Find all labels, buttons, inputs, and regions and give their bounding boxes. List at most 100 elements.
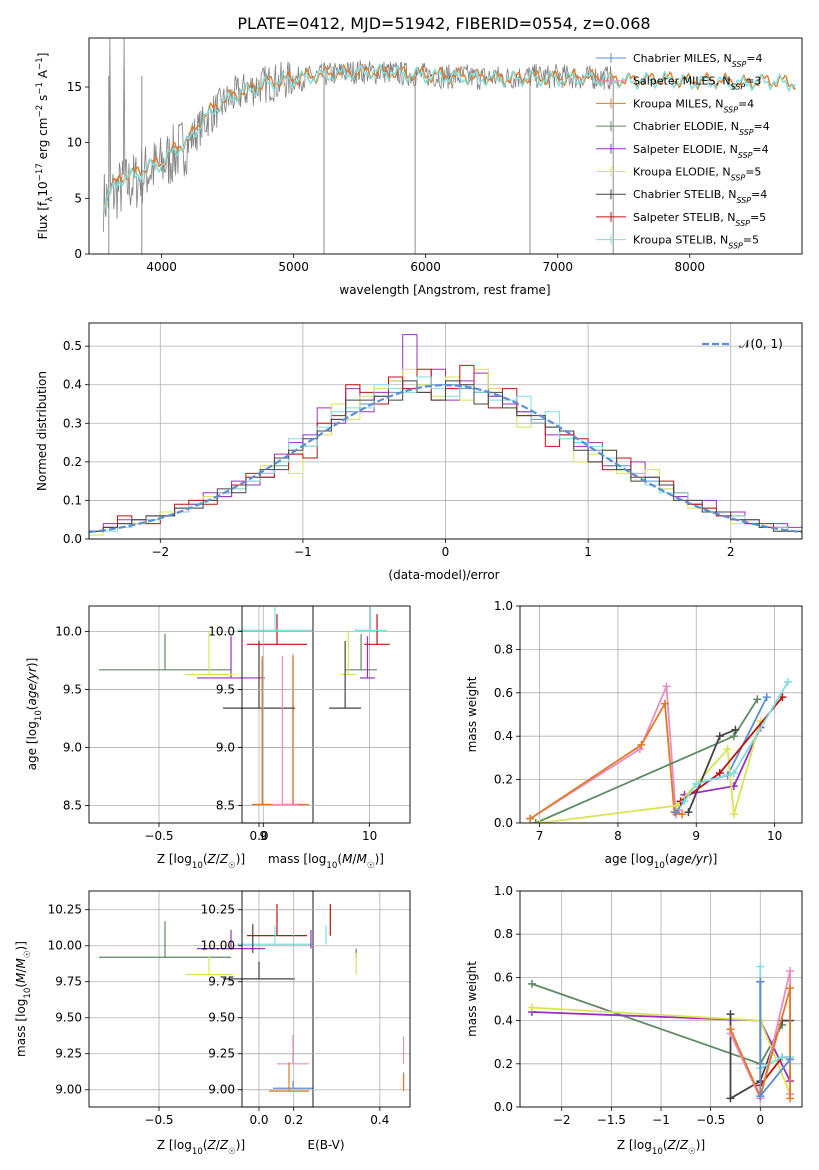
label-part: Kroupa STELIB, N xyxy=(633,234,728,247)
y-axis-label: Normed distribution xyxy=(35,371,49,491)
x-tick-label: 0 xyxy=(442,545,450,559)
y-tick-label: 15 xyxy=(67,80,82,94)
label-part: Z [log xyxy=(157,852,192,866)
y-tick-label: 0.5 xyxy=(63,339,82,353)
legend-entry: Salpeter MILES, NSSP=3 xyxy=(633,75,761,92)
x-tick-label: 5000 xyxy=(278,260,309,274)
x-axis-label: E(B-V) xyxy=(307,1138,344,1152)
label-part: SSP xyxy=(731,173,746,182)
x-axis-label: (data-model)/error xyxy=(388,568,499,582)
y-tick-label: 10 xyxy=(67,136,82,150)
x-tick-label: 8000 xyxy=(674,260,705,274)
y-axis-label: mass [log10(M/M☉)] xyxy=(14,941,33,1057)
legend-entry: Kroupa STELIB, NSSP=5 xyxy=(633,234,759,251)
label-part: / xyxy=(352,852,357,866)
y-axis-label: age [log10(age/yr)] xyxy=(25,658,44,771)
y-tick-label: 0.4 xyxy=(63,378,82,392)
label-part: 10 xyxy=(652,1147,663,1157)
y-tick-label: 10.0 xyxy=(55,625,82,639)
x-tick-label: −1 xyxy=(652,1113,670,1127)
x-axis-label: Z [log10(Z/Z☉)] xyxy=(617,1138,705,1157)
y-axis-label: Flux [fλ10−17 erg cm−2 s−1 A−1] xyxy=(35,53,55,240)
axes-age_vs_Z: −0.5 0.08.59.09.510.0Z [log10(Z/Z☉)]age [… xyxy=(25,605,314,871)
label-part: ☉ xyxy=(367,861,375,871)
plot-area xyxy=(102,38,796,254)
label-part: SSP xyxy=(739,128,754,137)
axes-frame xyxy=(241,605,411,824)
label-part: λ xyxy=(45,197,55,202)
y-tick-label: 10.00 xyxy=(201,939,235,953)
x-tick-label: −0.5 xyxy=(144,1113,173,1127)
x-tick-label: 0 xyxy=(756,1113,764,1127)
weight-line xyxy=(531,983,783,1065)
label-part: =5 xyxy=(743,234,759,247)
label-part: / xyxy=(216,852,221,866)
y-tick-label: 0.0 xyxy=(63,532,82,546)
label-part: 10 xyxy=(192,861,203,871)
y-tick-label: 0.0 xyxy=(494,1100,513,1114)
axes-histogram: −2 −1 0 1 2 0.0 0.1 0.2 0.3 0.4 0.5 (data-model)/er… xyxy=(35,322,803,582)
x-tick-label: 0.0 xyxy=(249,829,268,843)
legend-entry: Salpeter STELIB, NSSP=5 xyxy=(633,211,766,228)
y-tick-label: 0.2 xyxy=(494,773,513,787)
weight-line xyxy=(683,681,789,802)
axes-frame xyxy=(241,890,411,1108)
weight-line xyxy=(729,987,791,1099)
y-tick-label: 0.6 xyxy=(494,970,513,984)
axes-weight_vs_Z: −2 −1.5 −1 −0.5 0 0.0 0.2 0.4 0.6 0.8 1.0 mass weig… xyxy=(465,884,803,1157)
y-tick-label: 0.4 xyxy=(494,729,513,743)
y-tick-label: 9.75 xyxy=(55,975,82,989)
y-axis-label: mass weight xyxy=(465,961,479,1037)
label-part: A xyxy=(36,69,50,82)
axes-spectrum: 4000 5000 6000 7000 8000 0 5 10 15 wavelength [An… xyxy=(35,37,803,297)
label-part: Chabrier ELODIE, N xyxy=(633,120,739,133)
label-part: Z xyxy=(679,1138,689,1152)
label-part: 10 xyxy=(34,710,44,721)
label-part: 10 xyxy=(654,861,665,871)
label-part: =4 xyxy=(751,188,767,201)
y-tick-label: 0.3 xyxy=(63,416,82,430)
label-part: −2 xyxy=(35,105,45,118)
label-part: ☉ xyxy=(228,1147,236,1157)
y-tick-label: 0.8 xyxy=(494,927,513,941)
label-part: ( xyxy=(25,705,39,710)
label-part: 10 xyxy=(192,1147,203,1157)
plot-area xyxy=(252,903,405,1092)
label-part: )] xyxy=(375,852,384,866)
label-part: 10 xyxy=(326,861,337,871)
x-tick-label: 1 xyxy=(584,545,592,559)
y-tick-label: 9.5 xyxy=(216,683,235,697)
label-part: =5 xyxy=(745,166,761,179)
label-part: ( xyxy=(203,1138,208,1152)
label-part: erg cm xyxy=(36,118,50,164)
x-tick-label: 2 xyxy=(727,545,735,559)
label-part: Salpeter ELODIE, N xyxy=(633,143,738,156)
plot-area xyxy=(99,607,313,806)
y-tick-label: 8.5 xyxy=(63,799,82,813)
legend-entry: Kroupa ELODIE, NSSP=5 xyxy=(633,166,761,183)
x-axis-label: wavelength [Angstrom, rest frame] xyxy=(339,283,550,297)
y-tick-label: 9.25 xyxy=(55,1047,82,1061)
figure-title: PLATE=0412, MJD=51942, FIBERID=0554, z=0… xyxy=(237,14,650,33)
label-part: SSP xyxy=(737,196,752,205)
label-part: )] xyxy=(696,1138,705,1152)
label-part: SSP xyxy=(735,218,750,227)
y-tick-label: 10.0 xyxy=(208,625,235,639)
label-part: Z [log xyxy=(617,1138,652,1152)
label-part: Kroupa ELODIE, N xyxy=(633,166,731,179)
plot-area xyxy=(89,334,802,539)
plot-area xyxy=(527,962,795,1103)
label-part: mass [log xyxy=(14,999,28,1057)
label-part: ☉ xyxy=(228,861,236,871)
weight-line xyxy=(687,728,736,813)
label-part: M xyxy=(14,972,28,983)
axes-frame xyxy=(88,890,314,1108)
label-part: / xyxy=(14,968,28,973)
model-spectrum-line xyxy=(103,63,796,205)
label-part: )] xyxy=(236,852,245,866)
label-part: age [log xyxy=(25,721,39,770)
y-tick-label: 0.4 xyxy=(494,1014,513,1028)
label-part: SSP xyxy=(732,60,747,69)
label-part: Chabrier MILES, N xyxy=(633,52,732,65)
